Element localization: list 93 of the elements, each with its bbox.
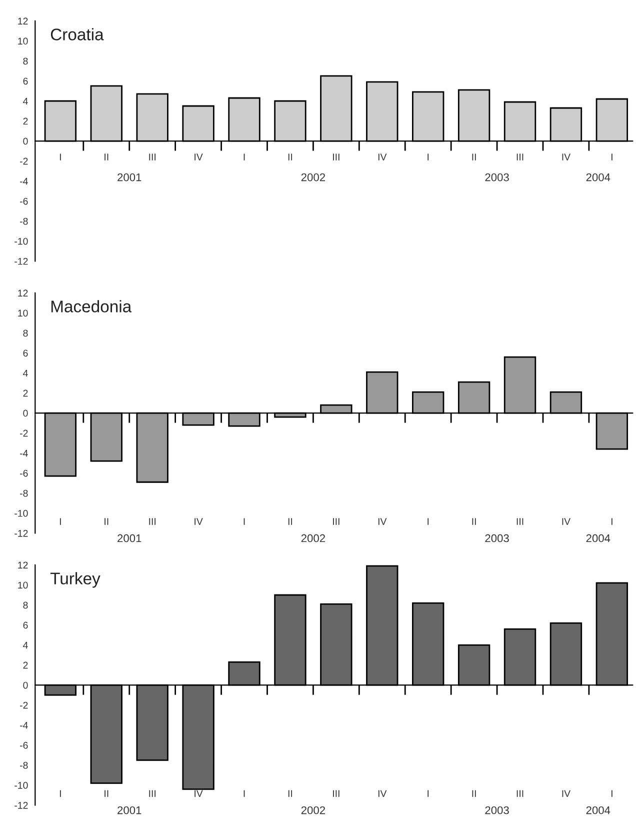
x-tick-label: I (428, 790, 429, 797)
y-tick-label: 0 (23, 410, 28, 417)
x-tick-label: I (244, 518, 245, 525)
y-tick-label: 2 (23, 662, 28, 669)
x-tick-label: IV (562, 790, 571, 797)
y-tick-label: -6 (20, 198, 28, 205)
x-tick-label: II (472, 518, 476, 525)
text: 2002 (301, 806, 325, 814)
text: 2002 (301, 534, 325, 542)
y-tick-label: -8 (20, 218, 28, 225)
y-tick-label: -2 (20, 430, 28, 437)
x-tick-label: III (516, 790, 524, 797)
x-tick-label: II (288, 154, 292, 160)
x-tick-label: III (149, 154, 156, 160)
x-tick-label: I (611, 518, 612, 525)
y-tick-label: -10 (14, 510, 28, 517)
y-tick-label: -2 (20, 158, 28, 165)
y-tick-label: 8 (23, 602, 28, 609)
x-tick-label: IV (378, 154, 387, 160)
y-tick-label: 0 (23, 682, 28, 689)
y-tick-label: 6 (23, 622, 28, 629)
x-tick-label: III (516, 518, 524, 525)
y-tick-label: 0 (23, 138, 28, 145)
x-tick-label: IV (562, 154, 571, 160)
x-tick-label: I (244, 154, 245, 160)
y-tick-label: 6 (23, 350, 28, 357)
y-tick-label: -2 (20, 702, 28, 709)
annotation: 2004 (586, 173, 610, 182)
chart-title: Croatia (50, 28, 104, 40)
x-tick-label: IV (378, 790, 387, 797)
y-tick-label: -8 (20, 490, 28, 497)
y-tick-label: 12 (18, 18, 28, 24)
x-tick-label: II (104, 154, 108, 160)
y-tick-label: 10 (18, 310, 28, 317)
y-tick-label: 10 (18, 582, 28, 589)
y-tick-label: -4 (20, 450, 28, 457)
x-tick-label: I (611, 790, 612, 797)
x-tick-label: I (428, 154, 429, 160)
x-tick-label: II (472, 790, 476, 797)
y-tick-label: 6 (23, 78, 28, 85)
x-tick-label: II (472, 154, 476, 160)
y-tick-label: -12 (14, 802, 28, 809)
y-tick-label: 4 (23, 370, 28, 377)
x-tick-label: IV (194, 790, 203, 797)
y-tick-label: 4 (23, 642, 28, 649)
annotation: 2003 (485, 173, 509, 182)
y-tick-label: -4 (20, 178, 28, 185)
y-tick-label: 4 (23, 98, 28, 105)
annotation: 2002 (301, 173, 325, 182)
y-tick-label: 8 (23, 58, 28, 65)
x-tick-label: II (288, 790, 292, 797)
y-tick-label: -4 (20, 722, 28, 729)
annotation: 2001 (118, 173, 142, 182)
text: 2004 (586, 806, 610, 814)
text: 2001 (118, 534, 142, 542)
x-tick-label: I (244, 790, 245, 797)
x-tick-label: IV (194, 154, 203, 160)
x-tick-label: III (149, 518, 156, 525)
x-tick-label: II (104, 790, 108, 797)
x-tick-label: I (611, 154, 612, 160)
y-tick-label: -8 (20, 762, 28, 769)
y-tick-label: 8 (23, 330, 28, 337)
x-tick-label: II (288, 518, 292, 525)
chart-title: Turkey (50, 572, 100, 588)
text: 2003 (485, 806, 509, 814)
y-tick-label: -12 (14, 258, 28, 265)
x-tick-label: III (333, 518, 340, 525)
y-tick-label: -6 (20, 742, 28, 749)
y-tick-label: 2 (23, 390, 28, 397)
x-tick-label: I (60, 154, 61, 160)
y-tick-label: 2 (23, 118, 28, 125)
x-tick-label: III (516, 154, 524, 160)
y-tick-label: 12 (18, 562, 28, 568)
y-tick-label: -10 (14, 782, 28, 789)
x-tick-label: III (333, 790, 340, 797)
x-tick-label: I (60, 790, 61, 797)
y-tick-label: -6 (20, 470, 28, 477)
x-tick-label: III (333, 154, 340, 160)
x-tick-label: I (428, 518, 429, 525)
chart-title: Macedonia (51, 300, 132, 312)
x-tick-label: IV (378, 518, 387, 525)
x-tick-label: IV (194, 518, 203, 525)
x-tick-label: IV (562, 518, 571, 525)
x-tick-label: I (60, 518, 61, 525)
text: 2003 (485, 534, 509, 542)
y-tick-label: -12 (14, 530, 28, 537)
x-tick-label: III (149, 790, 156, 797)
y-tick-label: -10 (14, 238, 28, 245)
y-tick-label: 12 (18, 290, 28, 296)
y-tick-label: 10 (18, 38, 28, 45)
x-tick-label: II (104, 518, 108, 525)
text: 2004 (586, 534, 610, 542)
text: 2001 (118, 806, 142, 814)
